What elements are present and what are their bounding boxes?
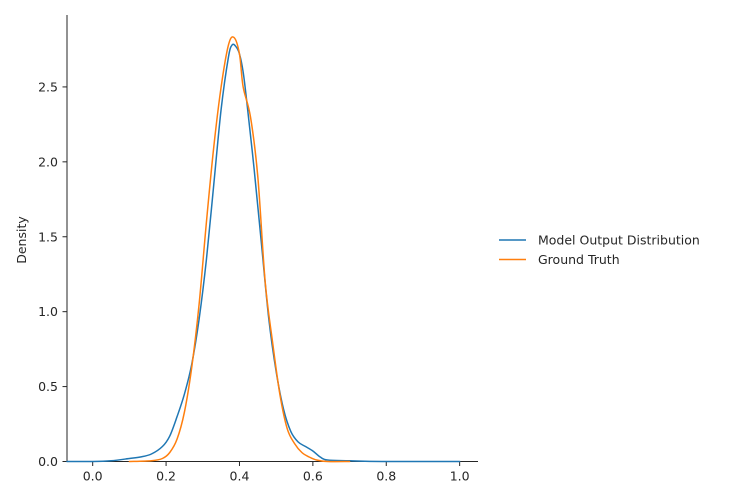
y-tick-label: 1.0 (38, 304, 58, 319)
y-axis-label: Density (14, 216, 29, 264)
y-tick-label: 1.5 (38, 229, 58, 244)
y-tick-label: 0.5 (38, 379, 58, 394)
x-ticks: 0.0 0.2 0.4 0.6 0.8 1.0 (83, 461, 470, 484)
plot-area: 0.0 0.2 0.4 0.6 0.8 1.0 0.0 0.5 1.0 1.5 2.0 2.5 (38, 15, 478, 484)
x-tick-label: 0.0 (83, 469, 103, 484)
series-line-1 (128, 36, 351, 463)
x-tick-label: 0.2 (156, 469, 176, 484)
legend: Model Output Distribution Ground Truth (499, 233, 700, 267)
legend-label: Model Output Distribution (538, 233, 700, 248)
series-line-0 (66, 43, 461, 463)
x-tick-label: 0.8 (376, 469, 396, 484)
y-tick-label: 2.0 (38, 154, 58, 169)
x-tick-label: 1.0 (450, 469, 470, 484)
y-ticks: 0.0 0.5 1.0 1.5 2.0 2.5 (38, 79, 67, 469)
x-tick-label: 0.4 (230, 469, 250, 484)
x-tick-label: 0.6 (303, 469, 323, 484)
legend-label: Ground Truth (538, 252, 620, 267)
series-lines (66, 36, 461, 463)
y-tick-label: 2.5 (38, 79, 58, 94)
y-tick-label: 0.0 (38, 454, 58, 469)
